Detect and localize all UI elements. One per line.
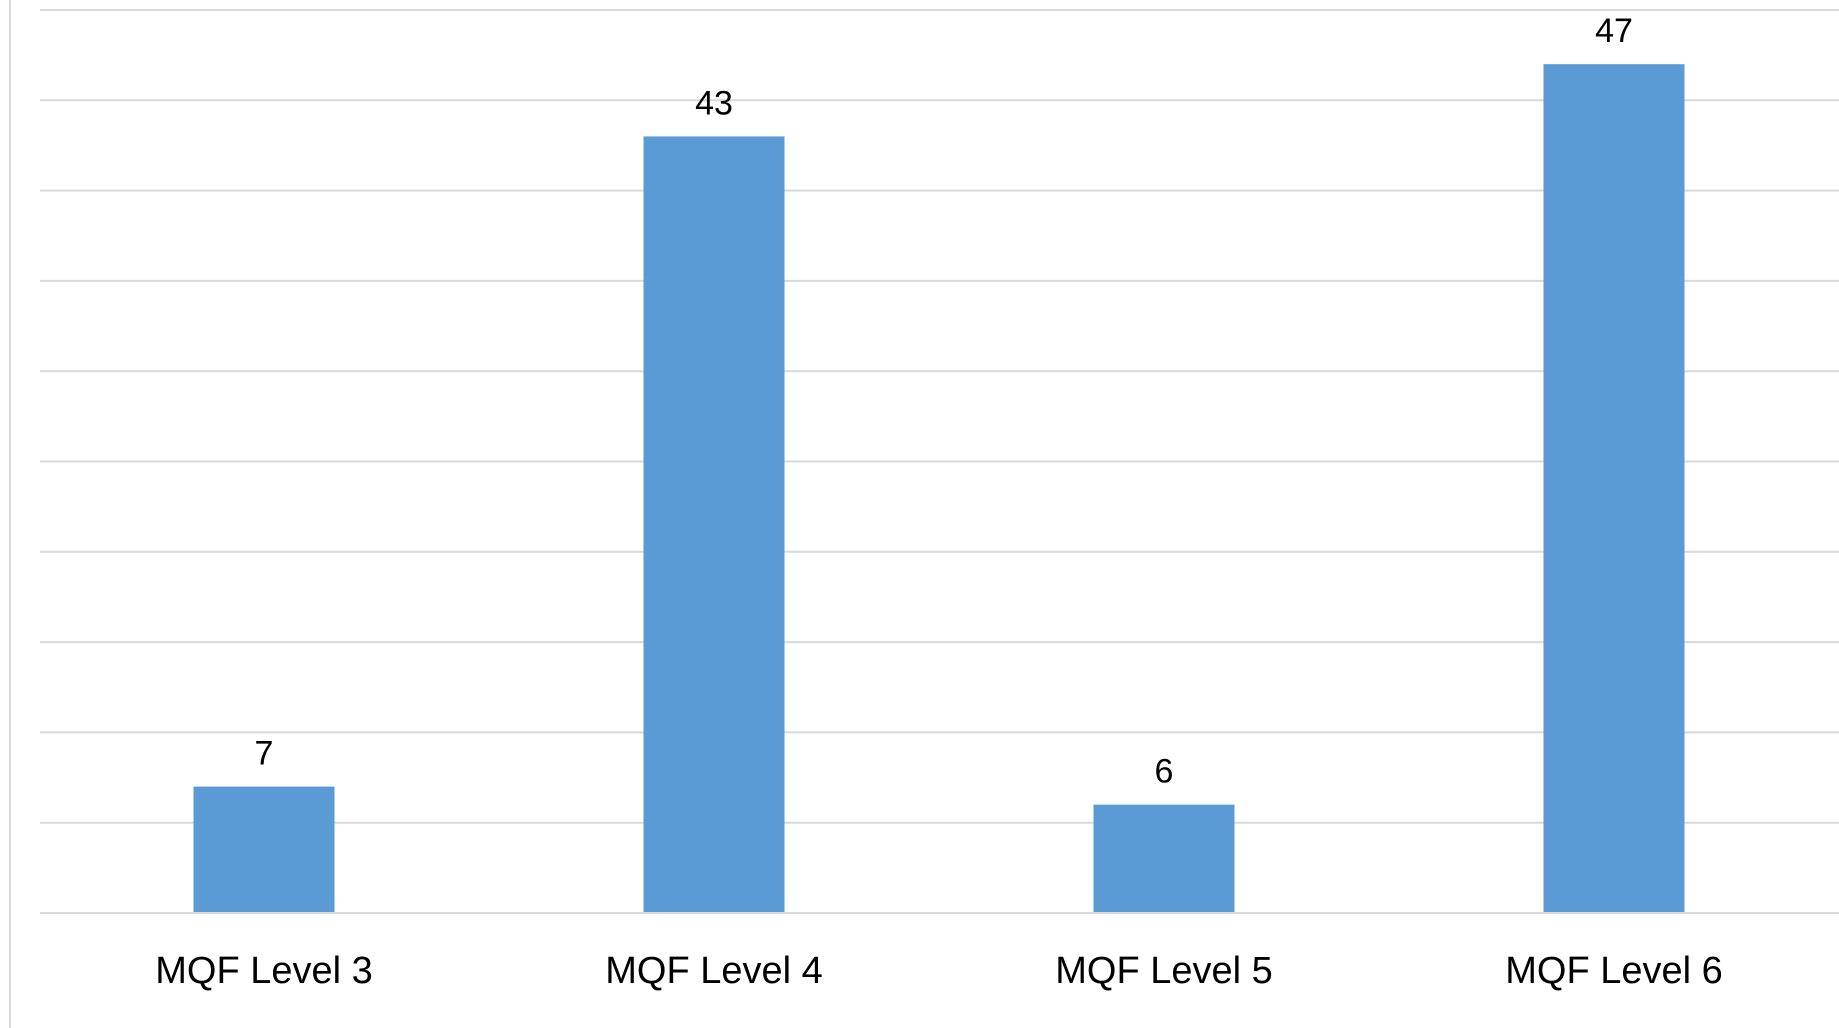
x-tick-label-4: MQF Level 6 xyxy=(1505,950,1723,992)
data-label-3: 6 xyxy=(1155,753,1174,791)
data-label-1: 7 xyxy=(255,735,274,773)
x-axis-tick-labels: MQF Level 3 MQF Level 4 MQF Level 5 MQF Lev… xyxy=(155,950,1723,992)
data-label-4: 47 xyxy=(1595,12,1633,50)
x-tick-label-1: MQF Level 3 xyxy=(155,950,373,992)
x-tick-label-3: MQF Level 5 xyxy=(1055,950,1273,992)
bar-1 xyxy=(193,786,335,913)
data-labels: 7 43 6 47 xyxy=(255,12,1633,790)
bar-3 xyxy=(1093,804,1235,913)
gridlines xyxy=(40,9,1839,824)
bar-2 xyxy=(643,136,785,914)
x-tick-label-2: MQF Level 4 xyxy=(605,950,823,992)
data-label-2: 43 xyxy=(695,84,733,122)
bar-4 xyxy=(1543,64,1685,914)
bars xyxy=(193,64,1685,914)
